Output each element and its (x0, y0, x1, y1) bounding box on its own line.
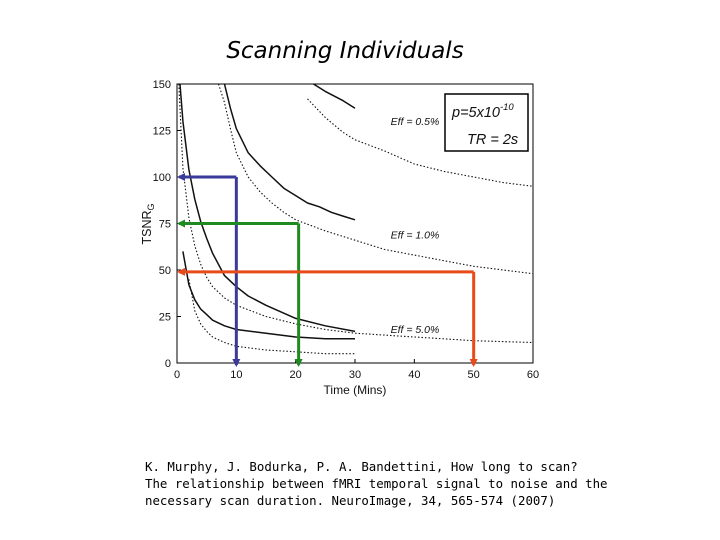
y-tick-label: 125 (153, 126, 171, 138)
y-tick-label: 25 (159, 312, 171, 324)
y-axis-label: TSNRG (140, 203, 156, 244)
x-tick-label: 40 (408, 369, 420, 381)
x-tick-label: 0 (174, 369, 180, 381)
y-tick-label: 100 (153, 172, 171, 184)
citation-line-1: K. Murphy, J. Bodurka, P. A. Bandettini,… (145, 459, 578, 474)
x-tick-label: 30 (349, 369, 361, 381)
legend-p-exponent: -10 (500, 102, 514, 113)
y-tick-label: 150 (153, 79, 171, 91)
series-line-5-solid (179, 83, 356, 333)
y-tick-label: 0 (165, 358, 171, 370)
y-tick-label: 50 (159, 265, 171, 277)
series-line-2-dotted (217, 83, 534, 275)
legend-tr: TR = 2s (467, 132, 518, 148)
x-axis-label: Time (Mins) (324, 383, 387, 397)
curve-label-1: Eff = 0.5% (391, 116, 440, 128)
series-line-8-dotted (188, 279, 355, 355)
citation-line-2: The relationship between fMRI temporal s… (145, 476, 608, 491)
series-line-3-solid (313, 83, 356, 109)
y-tick-label: 75 (159, 219, 171, 231)
x-tick-label: 60 (527, 369, 539, 381)
x-tick-label: 50 (468, 369, 480, 381)
series-line-1-solid (223, 83, 356, 221)
x-tick-label: 20 (290, 369, 302, 381)
series-line-6-dotted (178, 83, 534, 344)
series-line-7-solid (182, 251, 355, 340)
citation: K. Murphy, J. Bodurka, P. A. Bandettini,… (145, 458, 615, 509)
legend-box: p=5x10-10 TR = 2s (444, 93, 529, 152)
slide-title: Scanning Individuals (226, 38, 464, 64)
svg-text:p=5x10-10: p=5x10-10 (451, 102, 514, 121)
x-tick-label: 10 (230, 369, 242, 381)
y-axis-label-subscript: G (146, 203, 156, 210)
citation-line-3: necessary scan duration. NeuroImage, 34,… (145, 493, 556, 508)
legend-p-value: p=5x10 (451, 105, 500, 121)
curve-label-2: Eff = 1.0% (391, 229, 440, 241)
curve-label-3: Eff = 5.0% (391, 324, 440, 336)
